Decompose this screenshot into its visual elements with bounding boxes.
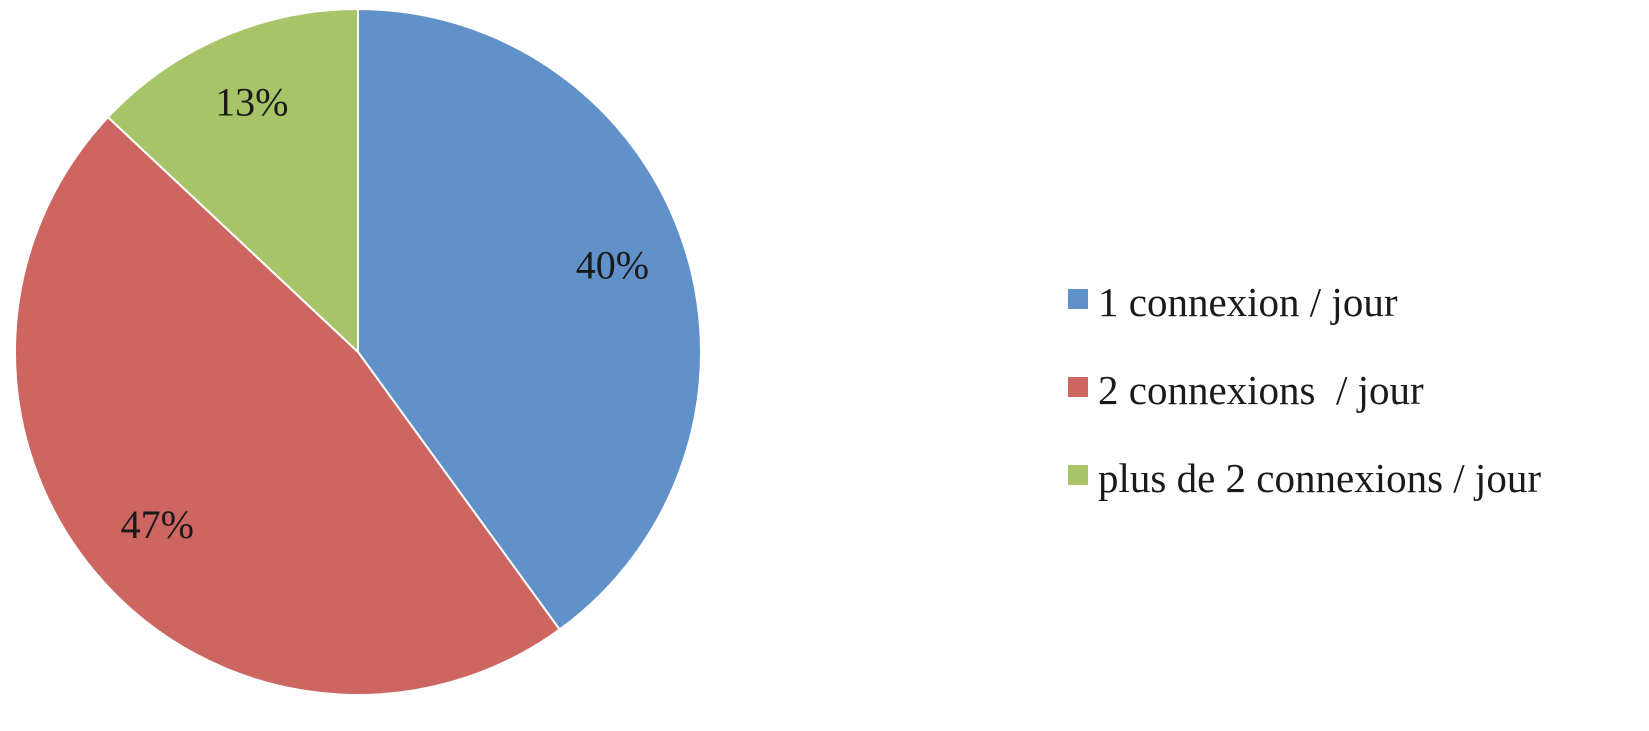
legend-swatch bbox=[1068, 465, 1088, 485]
legend-item: plus de 2 connexions / jour bbox=[1068, 434, 1643, 522]
pie-slice bbox=[357, 7, 702, 631]
legend-label: 2 connexions / jour bbox=[1098, 366, 1424, 413]
legend-item: 2 connexions / jour bbox=[1068, 346, 1643, 434]
legend-item: 1 connexion / jour bbox=[1068, 258, 1643, 346]
legend-swatch bbox=[1068, 377, 1088, 397]
slice-data-label: 13% bbox=[215, 80, 288, 125]
legend-swatch bbox=[1068, 289, 1088, 309]
legend: 1 connexion / jour 2 connexions / jour p… bbox=[1068, 258, 1643, 522]
pie-slice bbox=[106, 7, 359, 355]
slice-data-label: 47% bbox=[121, 502, 194, 547]
legend-label: plus de 2 connexions / jour bbox=[1098, 454, 1541, 501]
pie-slice bbox=[14, 115, 562, 696]
slice-data-label: 40% bbox=[576, 242, 649, 287]
legend-label: 1 connexion / jour bbox=[1098, 278, 1398, 325]
